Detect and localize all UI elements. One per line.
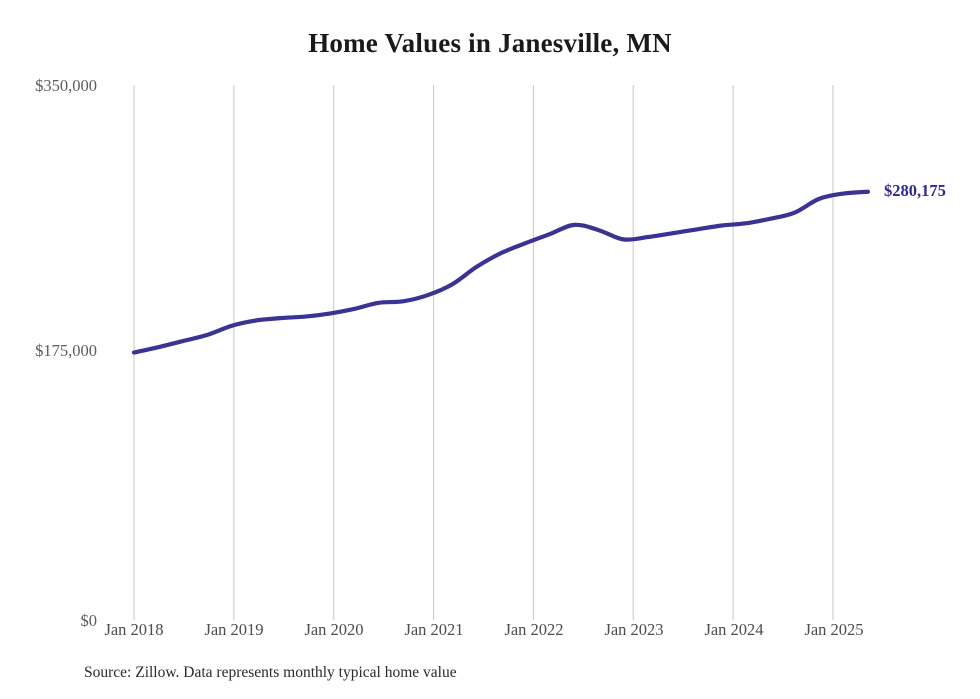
y-axis-tick-350000: $350,000 [35, 76, 97, 95]
source-note: Source: Zillow. Data represents monthly … [84, 664, 457, 681]
x-axis-tick-jan-2023: Jan 2023 [604, 620, 664, 639]
data-line-typical-home-value [131, 189, 871, 355]
end-value-annotation: $280,175 [883, 180, 946, 200]
chart-title: Home Values in Janesville, MN [308, 28, 672, 58]
x-axis-tick-jan-2022: Jan 2022 [504, 620, 564, 639]
x-axis-tick-jan-2020: Jan 2020 [304, 620, 364, 639]
x-axis-tick-jan-2021: Jan 2021 [404, 620, 464, 639]
x-axis-tick-jan-2024: Jan 2024 [704, 620, 764, 639]
gridlines [133, 85, 834, 620]
x-axis-tick-jan-2018: Jan 2018 [104, 620, 164, 639]
y-axis-tick-0: $0 [80, 611, 98, 630]
x-axis-tick-jan-2025: Jan 2025 [804, 620, 864, 639]
y-axis-tick-175000: $175,000 [35, 341, 97, 360]
x-axis-tick-jan-2019: Jan 2019 [204, 620, 264, 639]
